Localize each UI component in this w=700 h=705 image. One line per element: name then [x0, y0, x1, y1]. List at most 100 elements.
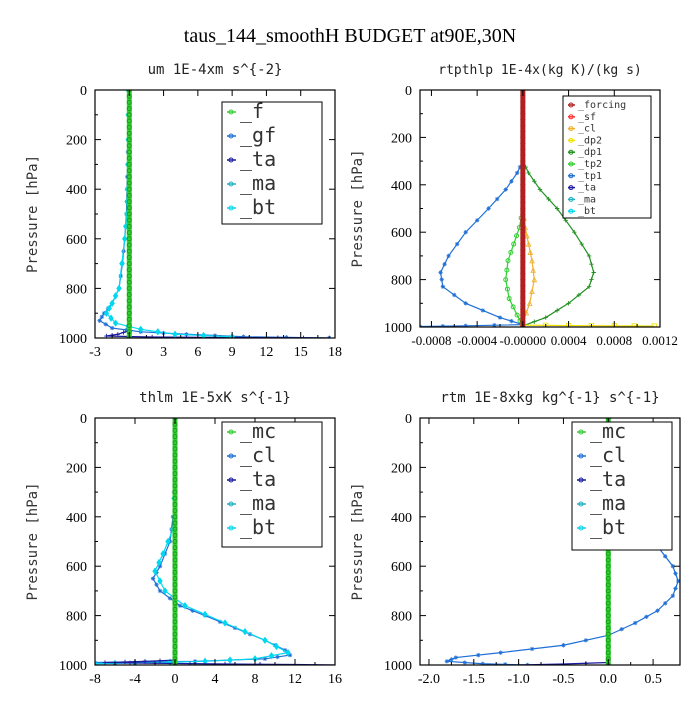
data-point: [511, 241, 517, 247]
data-point: [172, 514, 178, 520]
data-point: [591, 270, 596, 275]
legend-marker: [568, 137, 574, 143]
data-point: [676, 578, 680, 584]
data-point: [126, 149, 132, 155]
y-axis-label: Pressure [hPa]: [25, 155, 41, 273]
legend-entry: _bt: [240, 195, 276, 219]
data-point: [529, 646, 535, 652]
legend-entry: _bt: [578, 206, 596, 217]
data-point: [673, 571, 678, 576]
data-point: [257, 662, 263, 665]
legend-marker: [228, 157, 234, 163]
legend-entry: _ta: [590, 467, 626, 491]
data-point: [589, 277, 594, 282]
data-point: [126, 137, 132, 143]
legend-marker: [578, 477, 584, 483]
data-point: [579, 241, 584, 247]
panel-um: um 1E-4xm s^{-2} Pressure [hPa] -3 0 3 6 9 12 15…: [25, 62, 342, 360]
data-point: [126, 304, 132, 310]
data-point: [632, 620, 638, 626]
legend-marker: [228, 133, 234, 139]
data-point: [126, 211, 132, 217]
legend: _forcing_sf_cl_dp2_dp1_tp2_tp1_ta_ma_bt: [562, 95, 652, 219]
legend: _f_gf_ta_ma_bt: [221, 99, 323, 225]
legend-entry: _cl: [578, 124, 596, 135]
legend-marker: [568, 114, 574, 120]
data-point: [554, 206, 560, 211]
x-tick-label: -4: [129, 672, 141, 687]
data-point: [227, 656, 233, 664]
legend-marker: [228, 109, 234, 115]
data-point: [492, 323, 497, 327]
legend-marker: [568, 161, 574, 167]
data-point: [126, 242, 132, 248]
y-tick-label: 1000: [384, 321, 412, 336]
data-point: [526, 170, 531, 176]
data-point: [126, 310, 132, 316]
data-point: [172, 588, 178, 594]
data-point: [506, 296, 512, 302]
x-tick-label: 0.0012: [642, 333, 678, 348]
data-point: [190, 608, 195, 613]
data-point: [154, 582, 159, 587]
data-point: [167, 596, 173, 601]
x-tick-label: 16: [328, 672, 342, 687]
x-tick-label: 12: [288, 672, 302, 687]
data-point: [172, 613, 178, 619]
data-point: [172, 606, 178, 612]
data-point: [505, 258, 511, 264]
data-point: [160, 550, 166, 558]
data-point: [476, 652, 481, 658]
data-point: [503, 277, 509, 283]
data-point: [663, 554, 668, 559]
data-point: [605, 582, 611, 588]
data-point: [605, 588, 611, 594]
data-point: [97, 318, 102, 323]
data-point: [242, 627, 248, 636]
data-point: [605, 643, 611, 649]
y-tick-label: 600: [66, 233, 87, 248]
data-point: [172, 471, 178, 477]
legend-entry: _bt: [240, 515, 276, 539]
data-point: [138, 325, 144, 333]
legend-marker: [568, 149, 574, 155]
data-point: [444, 659, 450, 664]
data-point: [605, 650, 611, 656]
data-point: [586, 253, 592, 259]
data-point: [462, 660, 468, 665]
legend-marker: [228, 501, 234, 507]
data-point: [106, 304, 112, 312]
data-point: [126, 323, 132, 329]
y-axis-label: Pressure [hPa]: [350, 482, 366, 600]
data-point: [126, 279, 132, 285]
data-point: [449, 657, 454, 662]
data-point: [126, 106, 132, 112]
data-point: [142, 659, 148, 664]
data-point: [172, 452, 178, 458]
y-tick-label: 1000: [59, 659, 87, 674]
y-tick-label: 800: [391, 274, 412, 289]
series-line-tp2: [505, 208, 524, 327]
panel-rtm: rtm 1E-8xkg kg^{-1} s^{-1} Pressure [hPa]…: [350, 390, 681, 687]
y-tick-label: 800: [66, 610, 87, 625]
data-point: [605, 557, 611, 563]
data-point: [126, 292, 132, 298]
data-point: [438, 270, 443, 275]
data-point: [509, 179, 514, 184]
y-axis-label: Pressure [hPa]: [25, 482, 41, 600]
legend-entry: _f: [240, 99, 264, 123]
data-point: [222, 619, 228, 627]
data-point: [554, 308, 560, 313]
panel-rtpthlp: rtpthlp 1E-4x(kg K)/(kg s) Pressure [hPa]…: [350, 63, 678, 348]
x-tick-label: 12: [259, 345, 273, 360]
data-point: [453, 655, 459, 660]
data-point: [172, 600, 178, 606]
data-point: [172, 526, 178, 532]
data-point: [463, 323, 468, 327]
y-tick-label: 400: [391, 179, 412, 194]
legend-entry: _cl: [240, 443, 276, 467]
legend-entry: _dp2: [578, 135, 602, 146]
data-point: [200, 331, 207, 338]
data-point: [124, 327, 129, 333]
